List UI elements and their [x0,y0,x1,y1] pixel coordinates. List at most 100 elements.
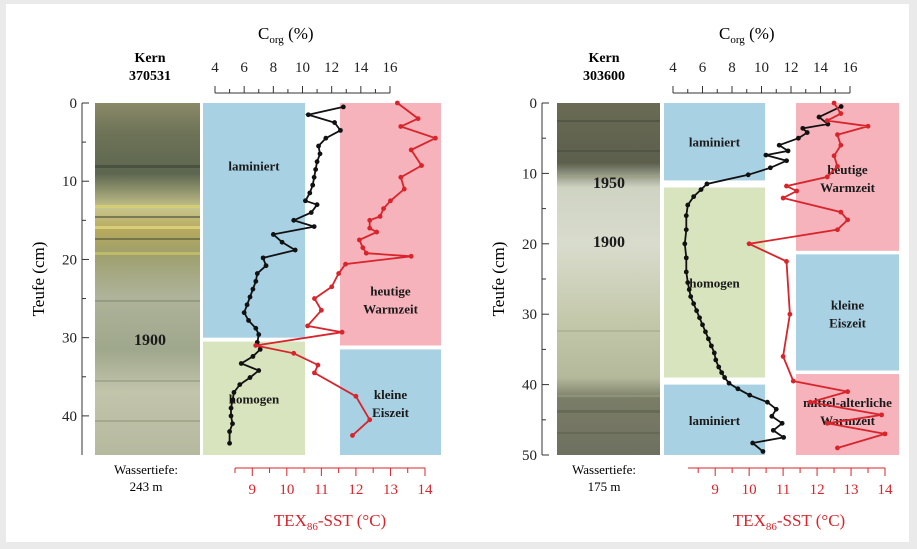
corg-data-point [776,142,782,148]
sst-data-point [824,118,830,123]
corg-data-point [767,165,773,171]
corg-data-point [747,392,753,398]
corg-data-point [704,181,710,187]
sst-data-point [794,188,800,194]
corg-tick-label: 14 [353,60,369,76]
corg-data-point [700,322,705,328]
sst-data-point [318,307,324,313]
sst-data-point [835,445,840,451]
sst-data-point [824,420,830,426]
zone-label: laminiert [228,159,280,174]
corg-data-point [256,368,262,373]
sst-data-point [831,100,837,106]
corg-tick-label: 10 [295,60,310,76]
corg-data-point [317,151,323,157]
sst-tick-label: 10 [279,482,294,498]
water-depth-value: 175 m [588,479,621,494]
series [227,100,438,446]
zone-label: Warmzeit [363,302,419,317]
corg-tick-label: 6 [240,60,248,76]
sst-data-point [353,393,359,399]
sst-data-point [746,241,752,247]
corg-data-point [765,399,770,405]
depth-tick-label: 30 [62,331,77,347]
corg-data-point [694,308,699,314]
corg-data-point [750,440,756,446]
zone-box [796,103,899,251]
series [682,100,888,454]
depth-tick-label: 20 [62,252,77,268]
corg-data-point [779,420,785,426]
corg-data-point [307,190,313,196]
corg-data-point [253,278,259,284]
sst-data-point [835,163,840,169]
corg-data-point [316,143,321,149]
corg-data-point [686,287,692,292]
depth-tick-label: 0 [70,96,78,112]
corg-data-point [763,152,769,158]
sst-axis: 9 10 11 12 13 14 [234,467,434,498]
sst-data-point [253,343,259,348]
corg-tick-label: 6 [699,60,707,76]
corg-tick-label: 4 [669,60,677,76]
sst-axis: 9 10 11 12 13 14 [688,467,893,498]
sst-data-point [339,329,345,335]
sst-axis-title: TEX86-SST (°C) [733,511,845,533]
core-photo [95,103,200,455]
zone-label: Eiszeit [372,405,409,420]
zone-label: homogen [229,391,280,406]
sst-data-point [408,147,414,153]
sst-data-point [394,100,400,106]
corg-data-point [683,213,689,219]
corg-data-point [260,255,266,261]
corg-tick-label: 8 [728,60,736,76]
sst-data-point [350,433,355,438]
sst-data-point [329,284,335,290]
core-label: Kern [588,51,619,66]
sst-data-point [835,227,840,233]
sst-data-point [315,362,321,368]
sst-data-point [838,209,844,215]
sst-data-point [388,198,393,204]
corg-data-point [314,202,320,208]
sst-tick-label: 14 [418,482,434,498]
corg-data-point [698,187,704,192]
zones: laminiert homogen heutige Warmzeit kleine Eis… [203,103,441,455]
sst-data-point [831,153,837,159]
corg-data-point [308,210,314,215]
sst-tick-label: 13 [844,482,859,498]
corg-axis-title: Corg (%) [258,24,314,46]
corg-data-point [800,125,806,131]
corg-data-point [838,104,844,109]
corg-data-point [683,269,689,275]
core-panel-370531: Kern 370531 Teufe (cm) 0 10 20 30 40 laminie… [29,24,441,533]
corg-data-point [230,397,235,403]
corg-data-point [231,390,237,395]
corg-data-point [722,375,728,380]
corg-data-point [227,429,232,434]
corg-data-point [781,435,787,440]
sst-data-point [343,261,348,267]
zone-label: mittel-alterliche [803,395,892,410]
sst-data-point [432,135,438,141]
depth-tick-label: 40 [522,378,537,394]
sst-tick-label: 11 [314,482,328,498]
corg-data-point [735,386,741,392]
corg-data-point [254,271,260,276]
sst-data-point [784,259,789,264]
depth-tick-label: 30 [522,307,537,323]
sst-tick-label: 9 [711,482,719,498]
corg-data-point [816,114,822,120]
water-depth-label: Wassertiefe: [572,462,636,477]
zone-box [203,341,305,455]
sst-data-point [824,174,830,180]
corg-data-point [691,194,697,200]
sst-data-point [838,142,844,148]
sst-data-point [882,431,888,437]
year-marker: 1900 [134,332,166,349]
corg-data-point [279,239,285,245]
sst-data-point [305,323,310,329]
core-panel-303600: Kern 303600 Teufe (cm) 0 10 20 30 40 50 lamin… [489,24,899,533]
zone-box [664,187,765,378]
corg-data-point [238,361,244,366]
